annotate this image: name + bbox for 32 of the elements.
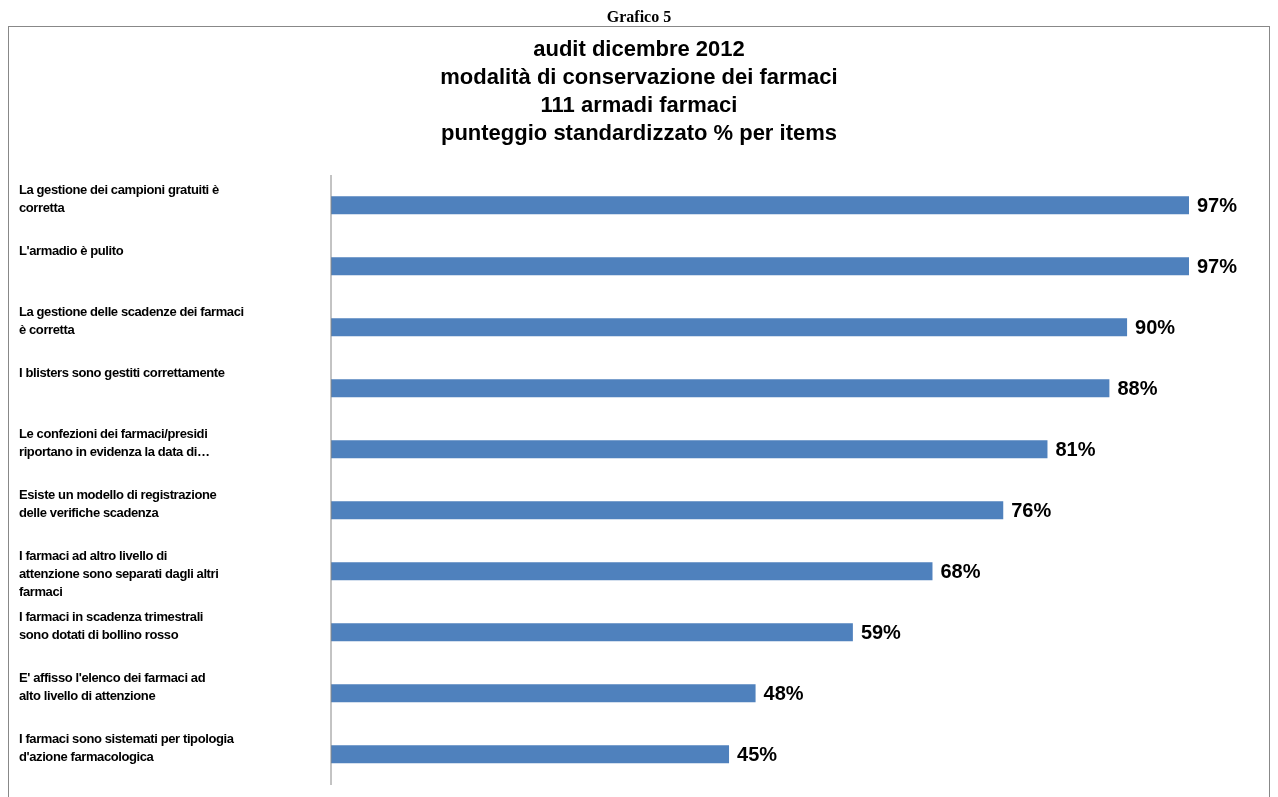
data-label: 48% [763,682,804,705]
data-label: 76% [1011,499,1052,522]
bar [331,684,756,703]
bar [331,196,1189,215]
data-label: 88% [1117,377,1158,400]
bar [331,318,1128,337]
data-label: 97% [1197,194,1238,217]
y-tick-label: I farmaci in scadenza trimestrali sono dotati di bollino rosso [19,608,204,642]
text: Grafico 5 [606,8,672,25]
data-label: 45% [737,743,778,766]
data-label: 90% [1135,316,1176,339]
bar [331,440,1048,459]
y-tick-label: La gestione delle scadenze dei farmaci è corretta [19,303,244,337]
y-tick-label: Esiste un modello di registrazione delle verifiche scadenza [19,486,217,520]
bar [331,562,933,581]
y-tick-label: La gestione dei campioni gratuiti è corretta [19,181,219,215]
y-tick-label: E' affisso l'elenco dei farmaci ad alto livello di attenzione [19,669,206,703]
y-tick-label: I blisters sono gestiti correttamente [19,364,225,380]
bar [331,745,730,764]
bar [331,379,1110,398]
data-label: 68% [940,560,981,583]
bar [331,257,1189,276]
chart-title: audit dicembre 2012 modalità di conservazione dei farmaci 111 armadi farmaci punteggio standardizzato % per items [439,35,839,147]
y-tick-label: Le confezioni dei farmaci/presidi riportano in evidenza la data di… [19,425,210,459]
bar [331,623,853,642]
y-tick-label: I farmaci sono sistemati per tipologia d'azione farmacologica [19,730,235,764]
y-tick-label: I farmaci ad altro livello di attenzione sono separati dagli altri farmaci [19,547,219,599]
data-label: 59% [860,621,902,644]
data-label: 97% [1197,255,1238,278]
data-label: 81% [1055,438,1096,461]
bar [331,501,1004,520]
y-tick-label: L'armadio è pulito [19,242,124,258]
